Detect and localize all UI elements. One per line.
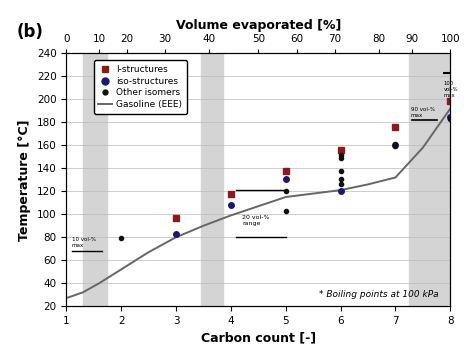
Text: (b): (b) bbox=[17, 23, 43, 41]
Text: 20 vol-%
range: 20 vol-% range bbox=[242, 215, 269, 226]
Bar bbox=[409, 53, 450, 306]
Legend: l-structures, iso-structures, Other isomers, Gasoline (EEE): l-structures, iso-structures, Other isom… bbox=[94, 61, 187, 114]
Text: 90 vol-%
max: 90 vol-% max bbox=[411, 107, 435, 118]
X-axis label: Volume evaporated [%]: Volume evaporated [%] bbox=[176, 19, 341, 32]
Text: 10 vol-%
max: 10 vol-% max bbox=[72, 237, 96, 248]
Text: * Boiling points at 100 kPa: * Boiling points at 100 kPa bbox=[319, 289, 439, 299]
X-axis label: Carbon count [-]: Carbon count [-] bbox=[201, 331, 316, 345]
Bar bbox=[83, 53, 108, 306]
Text: 100
vol-%
max: 100 vol-% max bbox=[444, 81, 458, 98]
Y-axis label: Temperature [°C]: Temperature [°C] bbox=[18, 119, 31, 241]
Bar bbox=[201, 53, 223, 306]
